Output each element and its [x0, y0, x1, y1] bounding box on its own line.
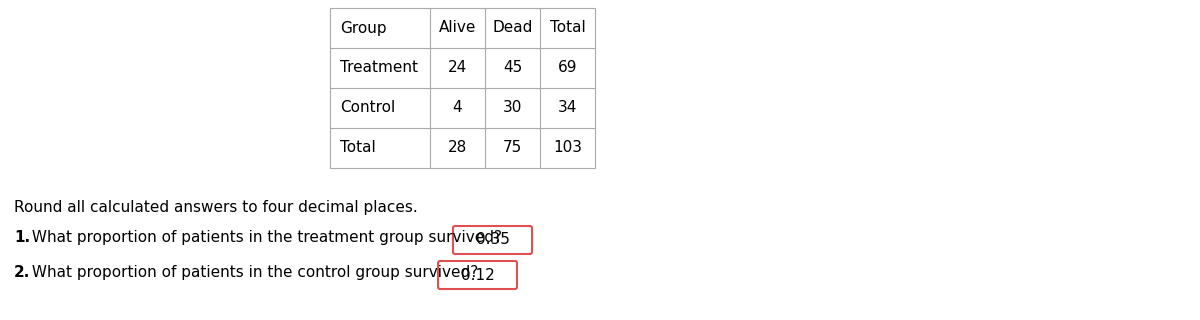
- Text: Dead: Dead: [492, 20, 533, 36]
- Text: 103: 103: [553, 140, 582, 156]
- Text: 69: 69: [558, 60, 577, 76]
- Text: 0.35: 0.35: [475, 233, 510, 247]
- Text: What proportion of patients in the treatment group survived?: What proportion of patients in the treat…: [28, 230, 502, 245]
- Bar: [330, 8, 595, 168]
- Text: 2.: 2.: [14, 265, 30, 280]
- FancyBboxPatch shape: [438, 261, 517, 289]
- Text: 75: 75: [503, 140, 522, 156]
- Text: 4: 4: [452, 100, 462, 116]
- Text: 24: 24: [448, 60, 467, 76]
- Text: Group: Group: [340, 20, 386, 36]
- Text: Treatment: Treatment: [340, 60, 418, 76]
- Text: 0.12: 0.12: [461, 268, 494, 283]
- Text: Total: Total: [550, 20, 586, 36]
- Text: 30: 30: [503, 100, 522, 116]
- FancyBboxPatch shape: [454, 226, 532, 254]
- Text: Round all calculated answers to four decimal places.: Round all calculated answers to four dec…: [14, 200, 418, 215]
- Text: 28: 28: [448, 140, 467, 156]
- Text: Control: Control: [340, 100, 395, 116]
- Text: 1.: 1.: [14, 230, 30, 245]
- Text: Total: Total: [340, 140, 376, 156]
- Text: Alive: Alive: [439, 20, 476, 36]
- Text: 45: 45: [503, 60, 522, 76]
- Text: 34: 34: [558, 100, 577, 116]
- Text: What proportion of patients in the control group survived?: What proportion of patients in the contr…: [28, 265, 479, 280]
